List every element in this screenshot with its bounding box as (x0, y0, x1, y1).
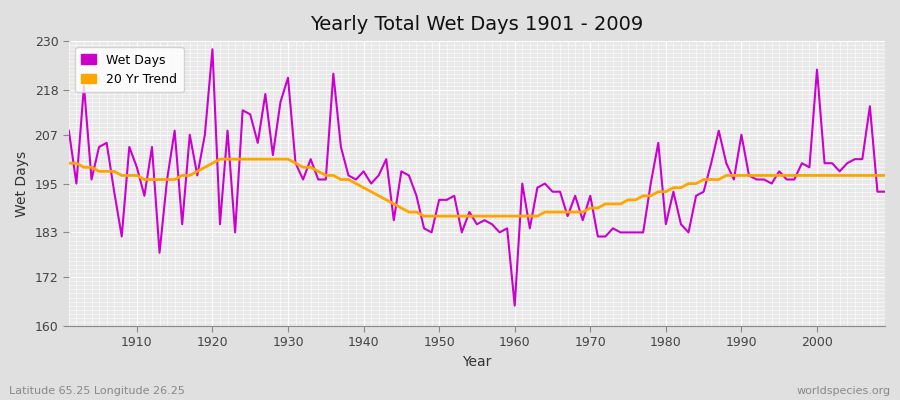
Legend: Wet Days, 20 Yr Trend: Wet Days, 20 Yr Trend (75, 47, 184, 92)
Text: Latitude 65.25 Longitude 26.25: Latitude 65.25 Longitude 26.25 (9, 386, 184, 396)
Wet Days (509, 303, 520, 308)
X-axis label: Year: Year (463, 355, 491, 369)
20 Yr Trend (214, 157, 225, 162)
20 Yr Trend (517, 214, 527, 218)
Wet Days (343, 173, 354, 178)
Y-axis label: Wet Days: Wet Days (15, 150, 29, 217)
20 Yr Trend (525, 214, 535, 218)
Line: Wet Days: Wet Days (68, 49, 885, 306)
20 Yr Trend (298, 165, 309, 170)
Wet Days (517, 181, 527, 186)
Wet Days (207, 47, 218, 52)
Wet Days (879, 189, 890, 194)
20 Yr Trend (418, 214, 429, 218)
20 Yr Trend (879, 173, 890, 178)
20 Yr Trend (343, 177, 354, 182)
Wet Days (615, 230, 626, 235)
Line: 20 Yr Trend: 20 Yr Trend (68, 159, 885, 216)
Wet Days (124, 144, 135, 149)
20 Yr Trend (615, 202, 626, 206)
20 Yr Trend (124, 173, 135, 178)
Title: Yearly Total Wet Days 1901 - 2009: Yearly Total Wet Days 1901 - 2009 (310, 15, 644, 34)
Wet Days (298, 177, 309, 182)
20 Yr Trend (63, 161, 74, 166)
Wet Days (525, 226, 535, 231)
Text: worldspecies.org: worldspecies.org (796, 386, 891, 396)
Wet Days (63, 128, 74, 133)
